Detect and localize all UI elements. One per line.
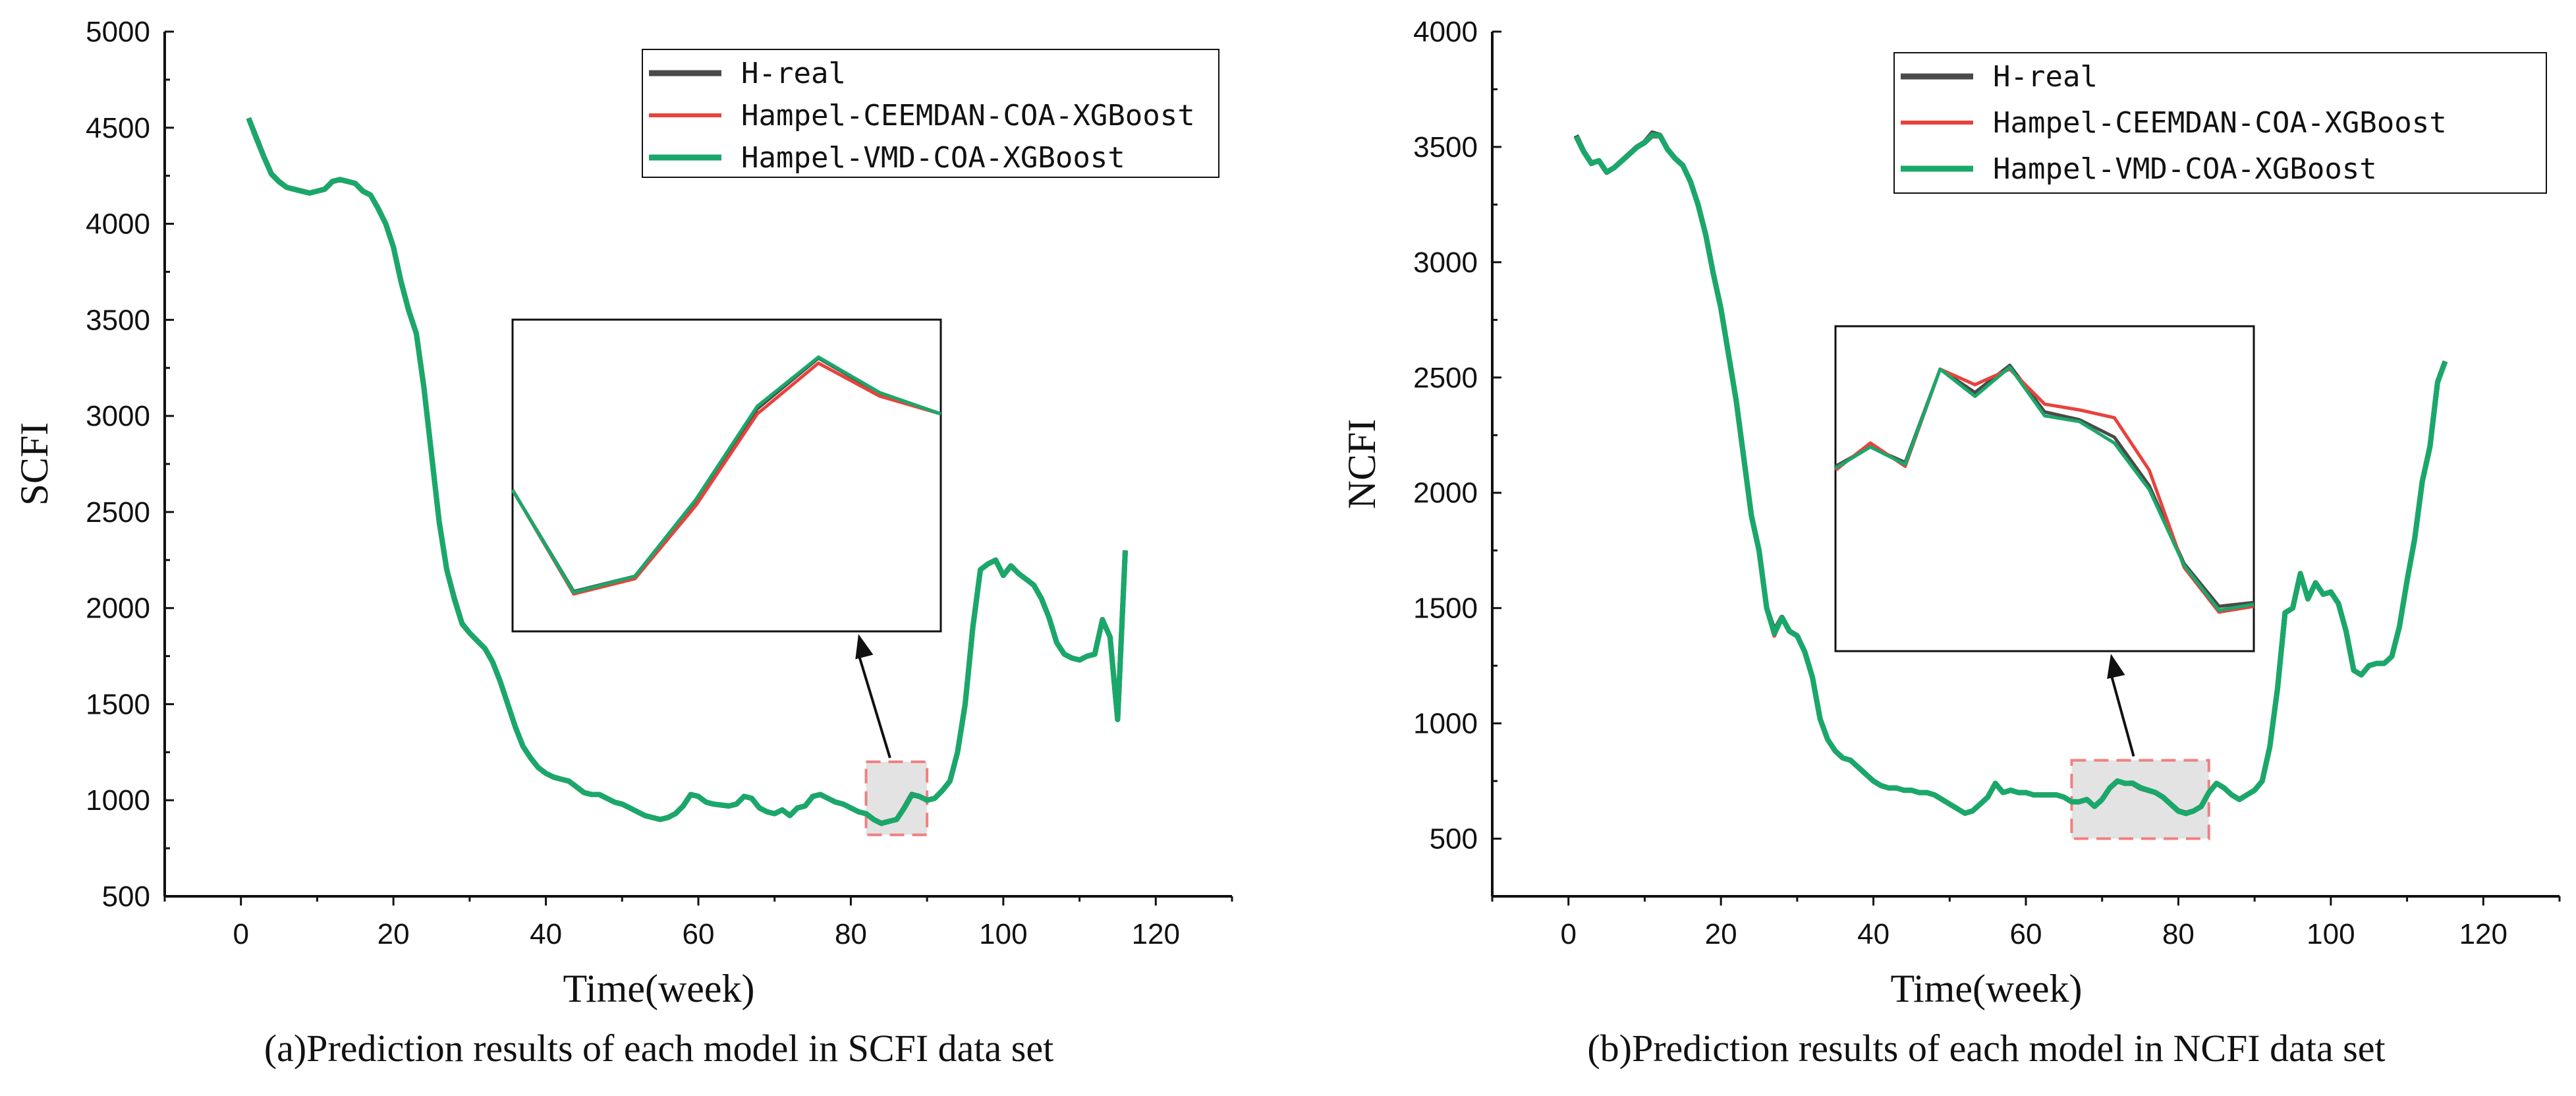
legend-box [642, 49, 1219, 178]
x-tick-label: 100 [979, 918, 1027, 950]
y-axis-title: NCFI [1340, 419, 1384, 509]
y-tick-label: 3000 [86, 400, 150, 432]
legend-label-vmd: Hampel-VMD-COA-XGBoost [741, 141, 1125, 175]
inset-frame [1834, 325, 2255, 652]
legend-label-vmd: Hampel-VMD-COA-XGBoost [1993, 152, 2377, 186]
x-tick-label: 120 [1132, 918, 1180, 950]
y-tick-label: 4500 [86, 112, 150, 144]
x-tick-label: 40 [1857, 918, 1890, 950]
chart-panel-a: 500 1000 1500 2000 2500 3000 3500 4000 4500 5000 0… [13, 16, 1233, 1070]
y-tick-label: 2000 [1413, 477, 1478, 509]
y-tick-label: 1000 [86, 784, 150, 817]
x-tick-label: 80 [835, 918, 867, 950]
zoom-arrow-shaft [857, 653, 891, 759]
zoom-arrow-head [2107, 654, 2125, 679]
inset-line-vmd [1834, 365, 2254, 612]
x-tick-label: 0 [1560, 918, 1576, 950]
y-tick-label: 2500 [86, 496, 150, 529]
y-tick-label: 1500 [1413, 592, 1478, 625]
y-tick-label: 1500 [86, 688, 150, 720]
y-tick-label: 500 [1430, 823, 1478, 855]
zoom-highlight-box [2070, 759, 2210, 840]
zoom-arrow-head [855, 634, 874, 660]
y-axis-title: SCFI [13, 422, 56, 506]
x-tick-label: 120 [2459, 918, 2507, 950]
inset-line-vmd [511, 355, 941, 594]
y-tick-label: 3000 [1413, 246, 1478, 279]
legend-label-ceemdan: Hampel-CEEMDAN-COA-XGBoost [741, 99, 1195, 132]
legend-label-real: H-real [741, 57, 846, 90]
legend-label-ceemdan: Hampel-CEEMDAN-COA-XGBoost [1993, 106, 2447, 140]
y-tick-label: 4000 [86, 208, 150, 241]
figure-caption: (b)Prediction results of each model in N… [1587, 1027, 2385, 1070]
y-tick-label: 1000 [1413, 708, 1478, 740]
legend-label-real: H-real [1993, 60, 2098, 94]
x-axis-title: Time(week) [563, 967, 754, 1010]
x-tick-label: 80 [2162, 918, 2195, 950]
x-tick-label: 60 [2010, 918, 2042, 950]
legend-box [1893, 52, 2547, 194]
x-tick-label: 0 [233, 918, 248, 950]
y-tick-label: 5000 [86, 16, 150, 48]
zoom-arrow-shaft [2110, 673, 2135, 757]
series-line-vmd [246, 117, 1128, 826]
figure-caption: (a)Prediction results of each model in S… [264, 1027, 1053, 1070]
y-tick-label: 2000 [86, 592, 150, 625]
x-tick-label: 20 [378, 918, 410, 950]
x-axis-title: Time(week) [1890, 967, 2082, 1010]
series-line-vmd [1573, 132, 2448, 817]
x-tick-label: 60 [683, 918, 715, 950]
y-tick-label: 3500 [86, 304, 150, 336]
x-tick-label: 100 [2307, 918, 2355, 950]
y-tick-label: 2500 [1413, 362, 1478, 394]
y-tick-label: 4000 [1413, 16, 1478, 48]
y-tick-label: 500 [102, 880, 150, 913]
inset-frame [511, 318, 942, 633]
chart-panel-b: 500 1000 1500 2000 2500 3000 3500 4000 0 20 40 60 80… [1340, 16, 2561, 1070]
y-tick-label: 3500 [1413, 131, 1478, 163]
x-tick-label: 40 [530, 918, 562, 950]
x-tick-label: 20 [1705, 918, 1737, 950]
